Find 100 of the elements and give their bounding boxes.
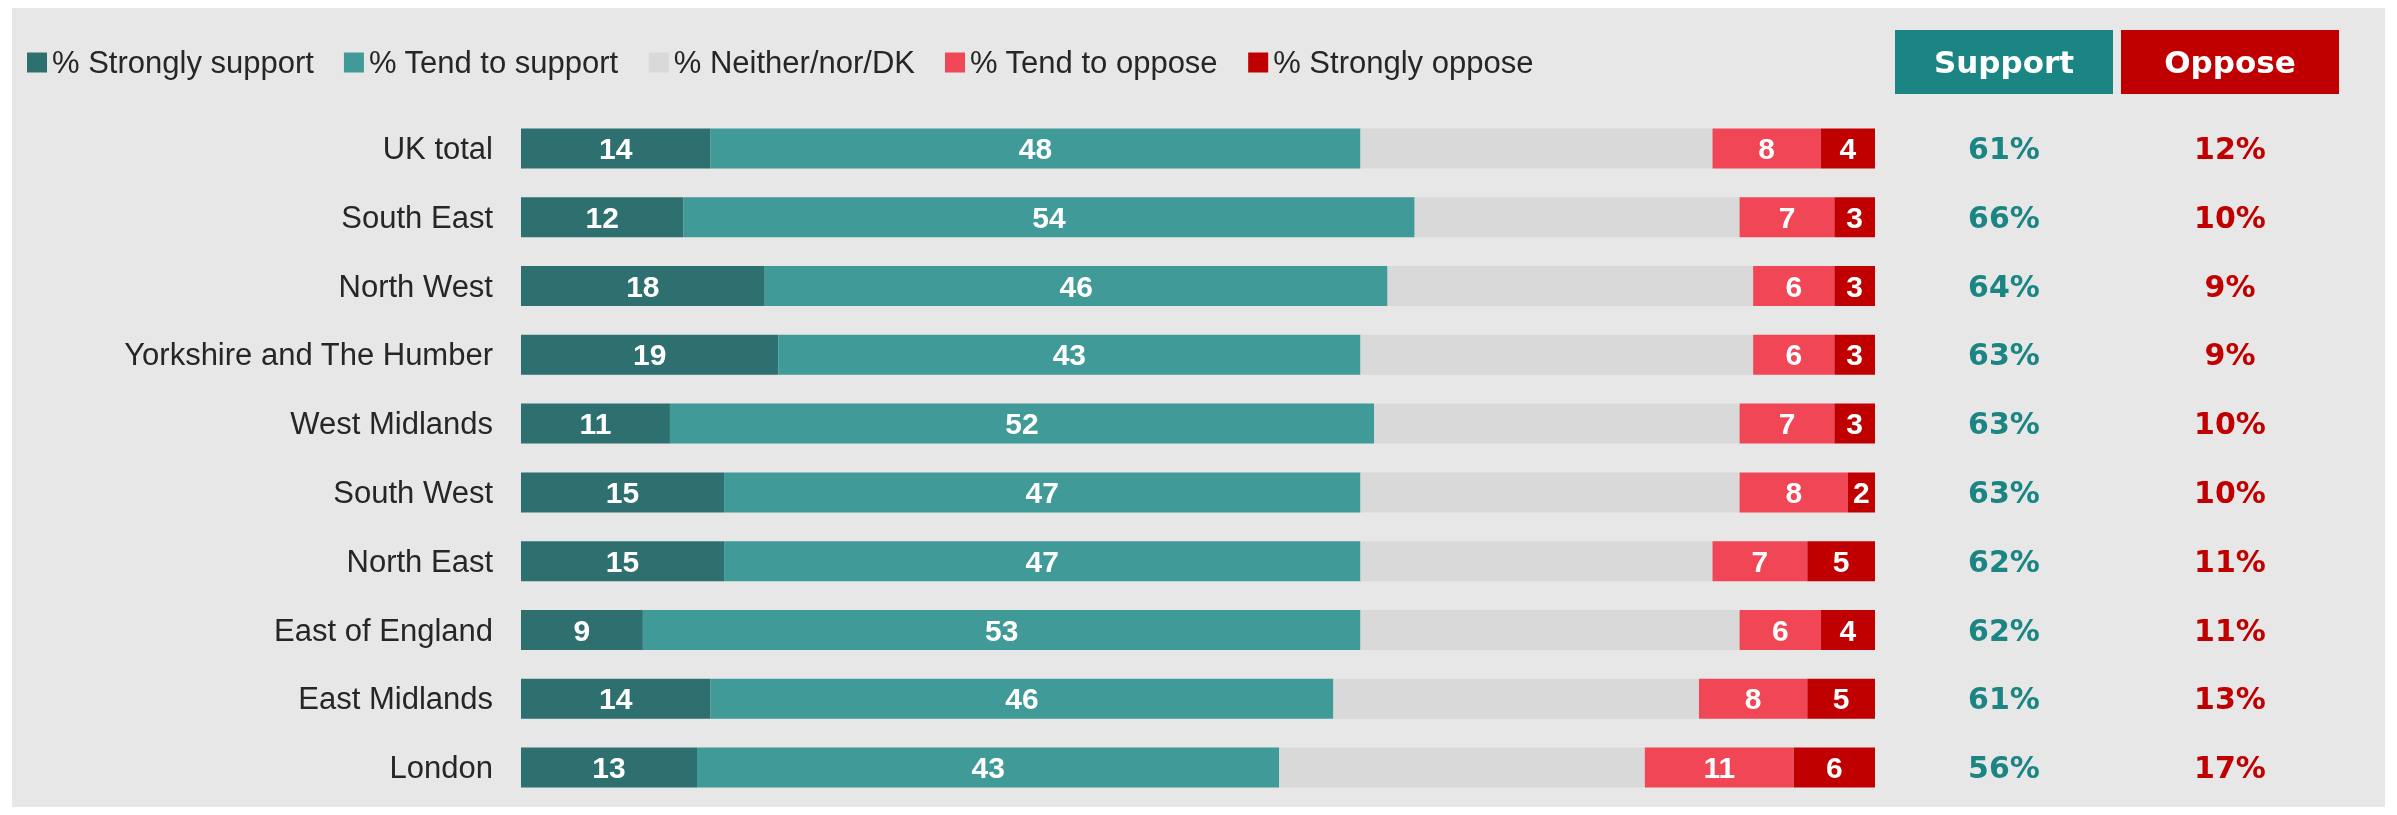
bar [1753,334,1835,375]
text: 64% [1968,268,2040,304]
bar [1739,197,1835,238]
data-label: 15 [605,475,640,509]
bar [521,403,670,444]
legend-label: % Strongly oppose [1273,45,1534,80]
data-label: 43 [1052,338,1087,372]
data-label: 15 [605,544,640,578]
data-label: 3 [1846,200,1864,234]
data-label: 53 [984,613,1019,647]
bar [521,128,711,169]
bar [1753,266,1835,306]
bar [1793,747,1875,788]
data-label: 7 [1751,544,1769,578]
data-label: 11 [579,407,612,441]
y-tick-label: South East [341,199,494,235]
bar [683,197,1415,238]
bar [642,610,1361,650]
text: 13% [2194,681,2266,717]
text: 9% [2204,337,2256,373]
text: 11% [2194,543,2266,579]
data-label: 48 [1018,131,1053,165]
text: 12% [2194,130,2266,166]
bar [1739,403,1835,444]
y-tick-label: UK total [382,130,493,166]
data-label: 46 [1059,269,1093,303]
text: Oppose [2164,44,2296,80]
bar [1374,403,1740,444]
data-label: 18 [626,269,660,303]
bar [764,266,1388,306]
y-tick-label: South West [333,474,494,510]
y-tick-label: North East [346,543,494,579]
data-label: 3 [1846,338,1864,372]
data-label: 47 [1025,475,1059,509]
bar [1820,128,1875,169]
legend-label: % Tend to oppose [969,45,1218,80]
data-label: 6 [1771,613,1789,647]
bar [1360,610,1740,650]
y-tick-label: London [389,750,493,786]
bar [724,541,1361,582]
data-label: 54 [1032,200,1067,234]
data-label: 52 [1005,407,1039,441]
y-tick-label: East Midlands [298,681,493,717]
bar [1820,610,1875,650]
data-label: 6 [1826,751,1843,785]
data-label: 3 [1846,407,1864,441]
bar [1360,128,1713,169]
bar [521,334,779,375]
bar [1698,678,1808,719]
text: 56% [1968,750,2040,786]
bar [521,472,725,513]
legend-label: % Strongly support [52,45,315,80]
data-label: 8 [1785,475,1803,509]
text: 63% [1968,474,2040,510]
data-label: 47 [1025,544,1059,578]
text: 62% [1968,543,2040,579]
bar [1807,541,1875,582]
data-label: 12 [585,200,619,234]
data-label: 2 [1853,475,1870,509]
text: 62% [1968,612,2040,648]
data-label: 5 [1832,544,1850,578]
text: 11% [2194,612,2266,648]
bar [1414,197,1740,238]
y-tick-label: West Midlands [290,406,493,442]
bar [1387,266,1754,306]
text: 9% [2204,268,2256,304]
text: 10% [2194,406,2266,442]
bar [521,266,765,306]
bar [724,472,1361,513]
text: 10% [2194,199,2266,235]
bar [669,403,1375,444]
bar [521,197,684,238]
data-label: 14 [599,131,633,165]
data-label: 7 [1778,407,1796,441]
text: 61% [1968,681,2040,717]
bar [1360,472,1740,513]
data-label: 6 [1785,269,1803,303]
bar [1333,678,1699,719]
text: Support [1933,44,2075,80]
y-tick-label: Yorkshire and The Humber [124,337,493,373]
data-label: 5 [1832,682,1850,716]
bar [1807,678,1875,719]
data-label: 8 [1758,131,1776,165]
data-label: 4 [1839,613,1857,647]
bar [697,747,1280,788]
y-tick-label: North West [338,268,494,304]
bar [1279,747,1645,788]
bar [1360,334,1754,375]
bar [1712,541,1808,582]
text: 66% [1968,199,2040,235]
data-label: 6 [1785,338,1803,372]
data-label: 4 [1839,131,1857,165]
text: 61% [1968,130,2040,166]
text: 17% [2194,750,2266,786]
text: 63% [1968,337,2040,373]
bar [1644,747,1794,788]
bar [521,747,698,788]
data-label: 43 [971,751,1005,785]
y-tick-label: East of England [274,612,493,648]
data-label: 9 [573,613,591,647]
